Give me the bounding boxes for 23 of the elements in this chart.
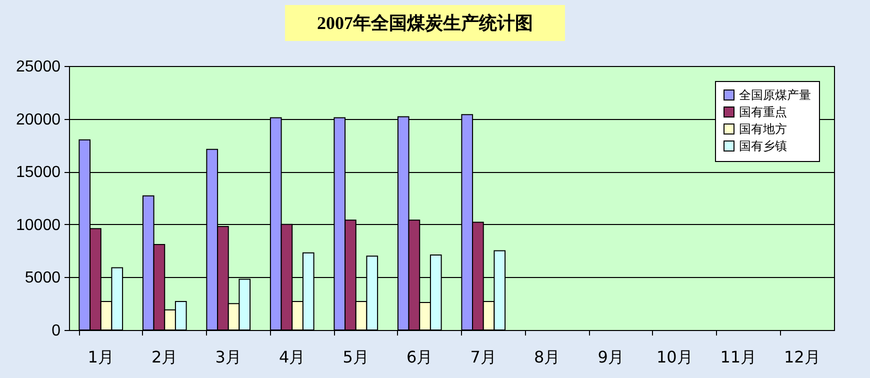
- legend-label: 国有乡镇: [739, 139, 787, 153]
- y-tick-label: 5000: [24, 270, 61, 287]
- x-tick-label: 4月: [279, 348, 306, 366]
- y-tick-label: 20000: [16, 111, 61, 128]
- x-tick-label: 11月: [720, 348, 757, 366]
- x-tick-label: 9月: [598, 348, 624, 366]
- x-tick-label: 5月: [342, 348, 369, 366]
- x-tick-label: 6月: [406, 348, 433, 366]
- y-tick-label: 25000: [16, 58, 61, 76]
- legend-label: 全国原煤产量: [739, 88, 811, 102]
- x-tick-label: 8月: [534, 348, 560, 366]
- x-tick-label: 10月: [656, 348, 693, 366]
- legend-label: 国有重点: [739, 105, 787, 119]
- x-tick-label: 7月: [470, 348, 496, 366]
- y-tick-label: 15000: [16, 164, 61, 182]
- chart-title: 2007年全国煤炭生产统计图: [285, 5, 565, 41]
- y-tick-label: 0: [52, 322, 61, 340]
- x-tick-label: 2月: [152, 348, 178, 366]
- x-tick-label: 1月: [88, 348, 114, 366]
- x-tick-label: 12月: [784, 348, 820, 366]
- y-tick-label: 10000: [16, 216, 61, 234]
- legend-label: 国有地方: [739, 122, 787, 136]
- x-tick-label: 3月: [215, 348, 242, 366]
